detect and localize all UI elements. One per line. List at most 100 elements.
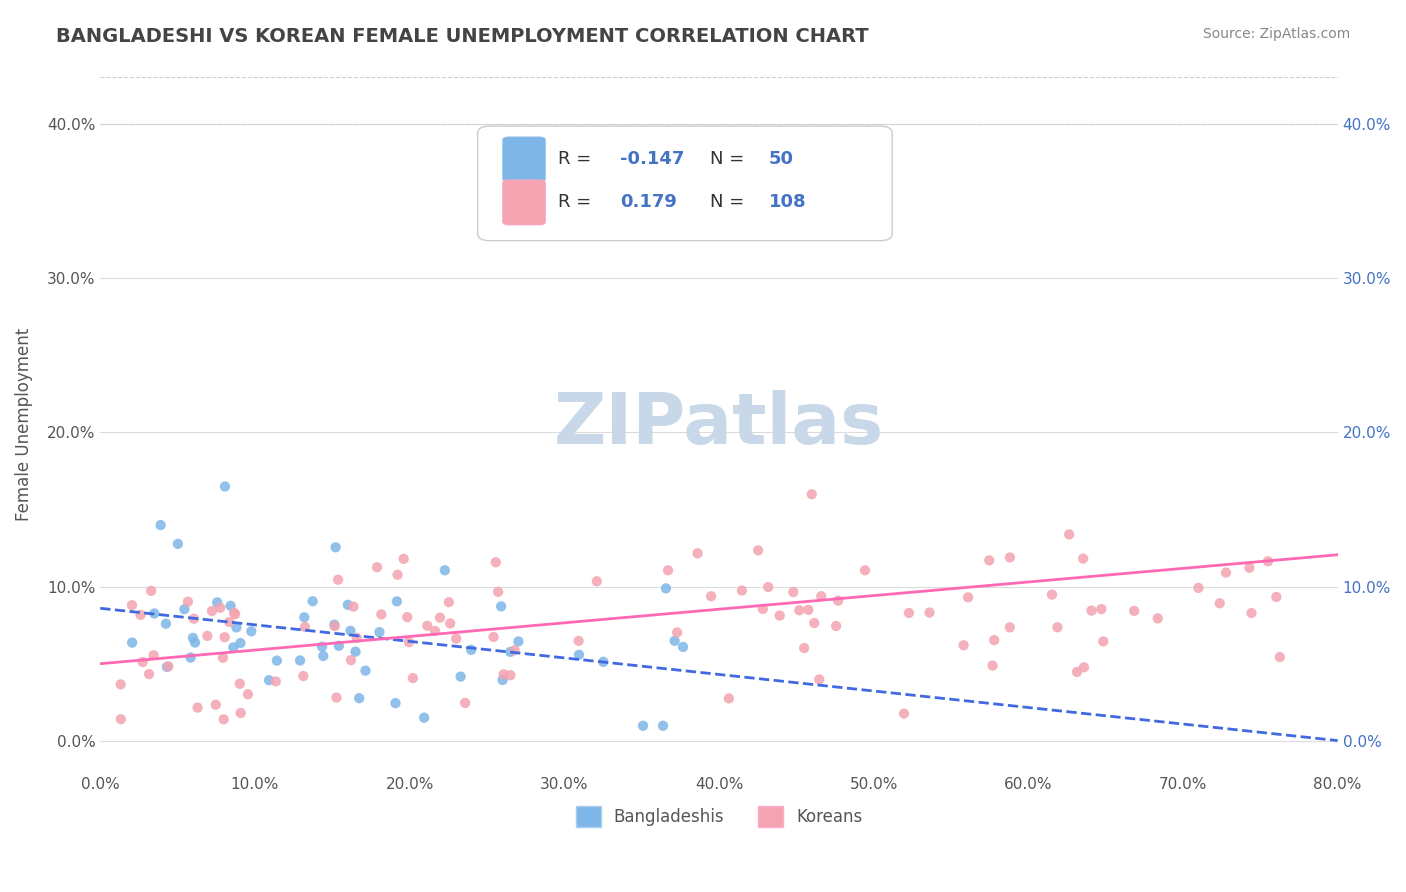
- Point: [998, 550, 1021, 565]
- Point: [568, 633, 591, 648]
- Point: [156, 660, 179, 674]
- Text: 50: 50: [769, 151, 793, 169]
- Point: [700, 589, 723, 603]
- Text: N =: N =: [710, 151, 751, 169]
- Point: [983, 633, 1005, 648]
- Point: [827, 593, 849, 607]
- Point: [491, 673, 513, 687]
- Point: [979, 553, 1001, 567]
- Text: R =: R =: [558, 151, 598, 169]
- Point: [218, 615, 240, 629]
- Point: [201, 604, 224, 618]
- Legend: Bangladeshis, Koreans: Bangladeshis, Koreans: [569, 799, 869, 833]
- Point: [366, 560, 388, 574]
- Point: [454, 696, 477, 710]
- Point: [808, 673, 831, 687]
- Point: [492, 667, 515, 681]
- Text: 0.179: 0.179: [620, 194, 676, 211]
- Point: [110, 677, 132, 691]
- Point: [413, 711, 436, 725]
- Point: [981, 658, 1004, 673]
- Point: [209, 600, 232, 615]
- Point: [141, 583, 163, 598]
- Point: [800, 487, 823, 501]
- Point: [416, 619, 439, 633]
- Point: [398, 635, 420, 649]
- Point: [292, 669, 315, 683]
- Point: [489, 599, 512, 614]
- Point: [482, 630, 505, 644]
- Point: [460, 642, 482, 657]
- Point: [952, 638, 974, 652]
- Point: [142, 648, 165, 663]
- Point: [138, 667, 160, 681]
- Point: [224, 607, 246, 622]
- Point: [195, 629, 218, 643]
- Point: [1239, 561, 1261, 575]
- Point: [450, 670, 472, 684]
- Point: [354, 664, 377, 678]
- Point: [294, 620, 316, 634]
- Point: [222, 606, 245, 620]
- Point: [149, 518, 172, 533]
- Point: [110, 712, 132, 726]
- Point: [1073, 660, 1095, 674]
- Point: [167, 537, 190, 551]
- Point: [177, 594, 200, 608]
- Point: [301, 594, 323, 608]
- Point: [1209, 596, 1232, 610]
- Text: ZIPatlas: ZIPatlas: [554, 390, 884, 459]
- Point: [439, 616, 461, 631]
- Point: [655, 582, 678, 596]
- Point: [499, 668, 522, 682]
- Point: [1146, 611, 1168, 625]
- Point: [893, 706, 915, 721]
- Point: [664, 633, 686, 648]
- Point: [212, 650, 235, 665]
- FancyBboxPatch shape: [502, 136, 546, 182]
- Point: [370, 607, 392, 622]
- Point: [1257, 554, 1279, 568]
- Point: [918, 606, 941, 620]
- Point: [219, 599, 242, 613]
- Point: [347, 691, 370, 706]
- Point: [384, 696, 406, 710]
- Point: [672, 640, 695, 654]
- Point: [183, 612, 205, 626]
- Point: [731, 583, 754, 598]
- Point: [666, 625, 689, 640]
- Point: [214, 479, 236, 493]
- Point: [346, 631, 368, 645]
- Point: [747, 543, 769, 558]
- Point: [325, 690, 347, 705]
- Point: [1092, 634, 1115, 648]
- Point: [1268, 650, 1291, 665]
- Point: [1215, 566, 1237, 580]
- Point: [131, 655, 153, 669]
- Point: [121, 635, 143, 649]
- Point: [328, 639, 350, 653]
- Point: [264, 674, 287, 689]
- Point: [325, 541, 347, 555]
- Point: [652, 719, 675, 733]
- Text: N =: N =: [710, 194, 751, 211]
- Point: [229, 677, 252, 691]
- Point: [657, 563, 679, 577]
- Point: [1080, 604, 1102, 618]
- Point: [503, 643, 526, 657]
- Text: Source: ZipAtlas.com: Source: ZipAtlas.com: [1202, 27, 1350, 41]
- Text: 108: 108: [769, 194, 806, 211]
- Point: [344, 645, 367, 659]
- Point: [423, 624, 446, 638]
- Point: [429, 610, 451, 624]
- Point: [240, 624, 263, 639]
- Point: [212, 712, 235, 726]
- Point: [1372, 186, 1395, 201]
- Point: [444, 632, 467, 646]
- Point: [236, 687, 259, 701]
- Point: [339, 624, 361, 638]
- FancyBboxPatch shape: [478, 126, 893, 241]
- FancyBboxPatch shape: [502, 180, 546, 225]
- Point: [897, 606, 920, 620]
- Point: [793, 641, 815, 656]
